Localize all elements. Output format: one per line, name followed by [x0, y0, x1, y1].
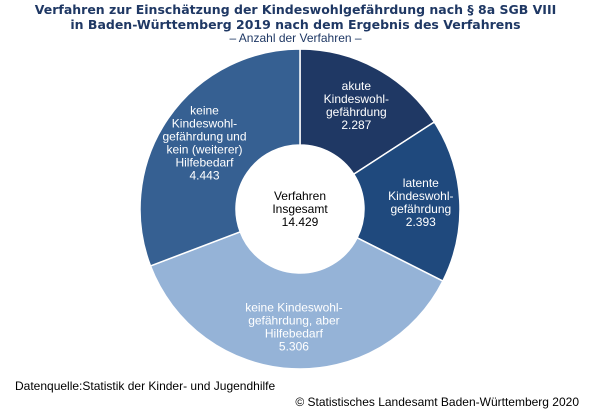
donut-slice-3: [149, 230, 444, 370]
chart-title: Verfahren zur Einschätzung der Kindeswoh…: [0, 2, 591, 32]
donut-slice-4: [139, 48, 301, 267]
donut-slices: [139, 48, 461, 370]
chart-subtitle: – Anzahl der Verfahren –: [229, 31, 362, 45]
center-label: Verfahren Insgesamt 14.429: [272, 189, 328, 229]
center-total-label: Verfahren Insgesamt 14.429: [272, 189, 328, 229]
chart-title-line-1: Verfahren zur Einschätzung der Kindeswoh…: [34, 2, 557, 17]
donut-slice-2: [352, 120, 461, 283]
chart-title-line-2: in Baden-Württemberg 2019 nach dem Ergeb…: [70, 17, 521, 32]
slice-label-4: keine Kindeswohl-gefährdung und kein (weit…: [162, 104, 246, 183]
slice-label-1: akute Kindeswohl-gefährdung 2.287: [324, 79, 389, 132]
slice-labels: akute Kindeswohl-gefährdung 2.287 latente Ki…: [162, 79, 453, 354]
copyright-notice: © Statistisches Landesamt Baden-Württemb…: [295, 395, 579, 409]
slice-label-2: latente Kindeswohl-gefährdung 2.393: [388, 176, 453, 229]
slice-label-3: keine Kindeswohl-gefährdung, aber Hilfebe…: [245, 300, 342, 353]
data-source: Datenquelle:Statistik der Kinder- und Ju…: [15, 379, 276, 393]
